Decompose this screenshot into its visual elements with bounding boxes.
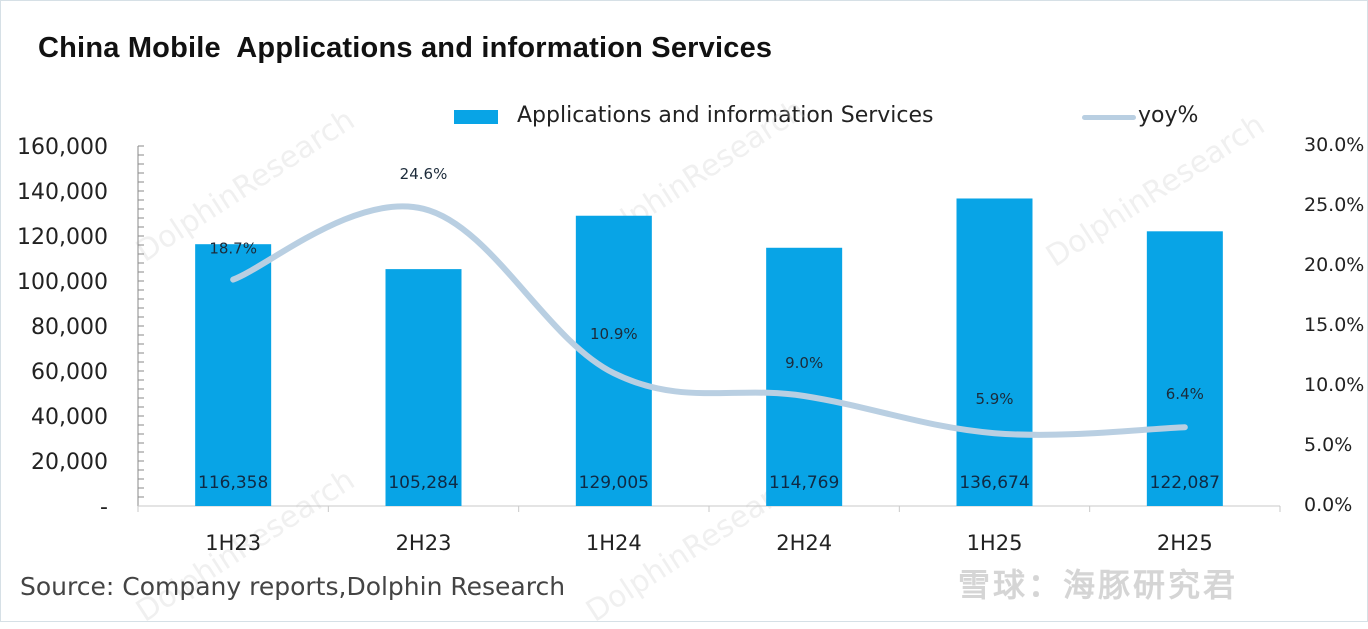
bar-value-label: 122,087 [1150,473,1220,493]
y-left-tick-label: 40,000 [31,405,108,430]
legend-bar-swatch [454,110,498,124]
bar [1146,231,1223,506]
x-tick-label: 1H25 [967,531,1023,555]
legend-line-label: yoy% [1138,103,1199,128]
yoy-line [230,203,1188,438]
y-right-tick-label: 10.0% [1304,374,1364,396]
y-left-tick-label: 100,000 [17,270,108,295]
bar-value-label: 114,769 [769,473,839,493]
y-left-tick-label: 140,000 [17,180,108,205]
x-tick-label: 1H24 [586,531,642,555]
yoy-value-label: 10.9% [590,325,638,343]
y-left-tick-label: - [100,495,108,520]
y-right-tick-label: 5.0% [1304,434,1352,456]
x-tick-label: 2H23 [396,531,452,555]
yoy-value-label: 5.9% [975,390,1013,408]
bar [766,247,843,506]
x-tick-label: 1H23 [205,531,261,555]
yoy-value-label: 9.0% [785,354,823,372]
chart-title: China Mobile Applications and informatio… [38,32,773,64]
bar-value-label: 116,358 [198,473,268,493]
bar-value-label: 129,005 [579,473,649,493]
xueqiu-watermark-logo: 雪球：海豚研究君 [958,566,1239,604]
y-left-tick-label: 160,000 [17,135,108,160]
yoy-value-label: 6.4% [1166,385,1204,403]
x-tick-label: 2H24 [776,531,832,555]
y-left-tick-label: 80,000 [31,315,108,340]
bar [195,244,272,506]
source-note: Source: Company reports,Dolphin Research [20,572,566,601]
y-right-tick-label: 20.0% [1304,254,1364,276]
bar-value-label: 105,284 [388,473,458,493]
bar [575,215,652,506]
bar [956,198,1033,506]
y-left-tick-label: 20,000 [31,450,108,475]
y-left-tick-label: 60,000 [31,360,108,385]
legend-line-swatch [1082,115,1136,120]
y-right-tick-label: 30.0% [1304,134,1364,156]
yoy-value-label: 18.7% [209,240,257,258]
bar-value-label: 136,674 [959,473,1029,493]
y-left-tick-label: 120,000 [17,225,108,250]
y-right-tick-label: 0.0% [1304,494,1352,516]
y-right-tick-label: 25.0% [1304,194,1364,216]
legend-bar-label: Applications and information Services [517,103,934,128]
x-tick-label: 2H25 [1157,531,1213,555]
yoy-value-label: 24.6% [400,165,448,183]
bar [385,269,462,506]
y-right-tick-label: 15.0% [1304,314,1364,336]
